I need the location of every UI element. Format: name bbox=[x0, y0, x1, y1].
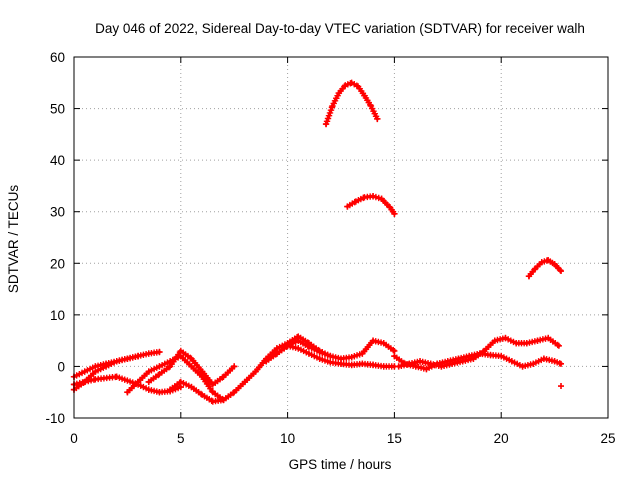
data-point bbox=[231, 363, 238, 370]
y-tick-label: 50 bbox=[50, 102, 65, 117]
data-point bbox=[369, 193, 377, 200]
series-cluster-g bbox=[263, 342, 398, 370]
x-axis-label: GPS time / hours bbox=[289, 457, 392, 472]
data-point bbox=[556, 266, 564, 274]
data-point bbox=[558, 268, 565, 275]
y-axis-label: SDTVAR / TECUs bbox=[6, 185, 21, 294]
series-cluster-j bbox=[395, 334, 561, 370]
y-tick-label: -10 bbox=[45, 411, 65, 426]
data-point bbox=[124, 389, 131, 396]
data-point bbox=[273, 350, 280, 357]
y-tick-label: 60 bbox=[50, 50, 65, 65]
y-tick-label: 10 bbox=[50, 308, 65, 323]
data-point bbox=[374, 115, 381, 122]
data-point bbox=[156, 348, 163, 355]
series-cluster-e bbox=[145, 347, 238, 388]
y-tick-label: 0 bbox=[57, 359, 65, 374]
data-point bbox=[558, 383, 565, 390]
data-point bbox=[558, 360, 565, 367]
x-tick-label: 25 bbox=[600, 431, 615, 446]
series-cluster-h bbox=[273, 337, 397, 362]
data-point bbox=[390, 346, 397, 354]
data-point bbox=[145, 378, 152, 385]
data-point bbox=[555, 342, 562, 349]
x-tick-label: 10 bbox=[280, 431, 295, 446]
series-arc-high-55 bbox=[322, 79, 381, 128]
data-point bbox=[135, 353, 142, 360]
x-tick-label: 15 bbox=[387, 431, 402, 446]
y-tick-label: 40 bbox=[50, 153, 65, 168]
series-arc-20 bbox=[525, 256, 564, 280]
data-point bbox=[554, 341, 561, 349]
data-points bbox=[70, 79, 565, 405]
series-cluster-d bbox=[124, 352, 226, 403]
series-arc-33 bbox=[344, 193, 398, 217]
data-point bbox=[263, 358, 270, 365]
data-point bbox=[391, 210, 398, 217]
plot-frame bbox=[73, 56, 609, 419]
chart-title: Day 046 of 2022, Sidereal Day-to-day VTE… bbox=[95, 21, 585, 36]
data-point bbox=[395, 363, 402, 370]
y-tick-label: 30 bbox=[50, 205, 65, 220]
axis-ticks: 0 5 10 15 20 25 -10 0 10 20 30 40 50 60 bbox=[45, 50, 615, 446]
x-tick-label: 20 bbox=[494, 431, 509, 446]
x-tick-label: 0 bbox=[70, 431, 78, 446]
y-tick-label: 20 bbox=[50, 256, 65, 271]
data-point bbox=[344, 203, 351, 210]
data-point bbox=[525, 273, 532, 280]
data-point bbox=[391, 353, 398, 360]
x-tick-label: 5 bbox=[177, 431, 185, 446]
data-point bbox=[372, 193, 380, 201]
data-point bbox=[167, 386, 174, 393]
data-point bbox=[323, 121, 330, 128]
